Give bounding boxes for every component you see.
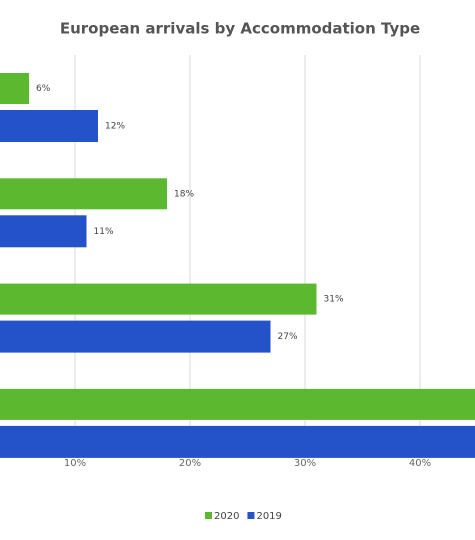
x-tick-label: 30%	[294, 458, 316, 469]
data-label: 12%	[105, 122, 125, 132]
data-label: 18%	[174, 189, 194, 199]
bar	[0, 73, 29, 104]
bar	[0, 178, 167, 210]
data-label: 6%	[36, 84, 51, 94]
legend-label: 2020	[214, 511, 239, 522]
data-label: 27%	[278, 332, 298, 342]
data-label: 31%	[324, 295, 344, 305]
x-tick-label: 40%	[409, 458, 431, 469]
legend-swatch	[205, 512, 212, 519]
bar	[0, 110, 98, 142]
bar	[0, 215, 87, 248]
legend-label: 2019	[256, 511, 281, 522]
bar	[0, 283, 317, 315]
x-tick-label: 20%	[179, 458, 201, 469]
x-tick-label: 10%	[64, 458, 86, 469]
bar	[0, 320, 271, 353]
chart-title: European arrivals by Accommodation Type	[60, 20, 420, 38]
legend-swatch	[247, 512, 255, 519]
bar	[0, 425, 475, 458]
data-label: 11%	[94, 227, 114, 237]
bar	[0, 388, 475, 420]
